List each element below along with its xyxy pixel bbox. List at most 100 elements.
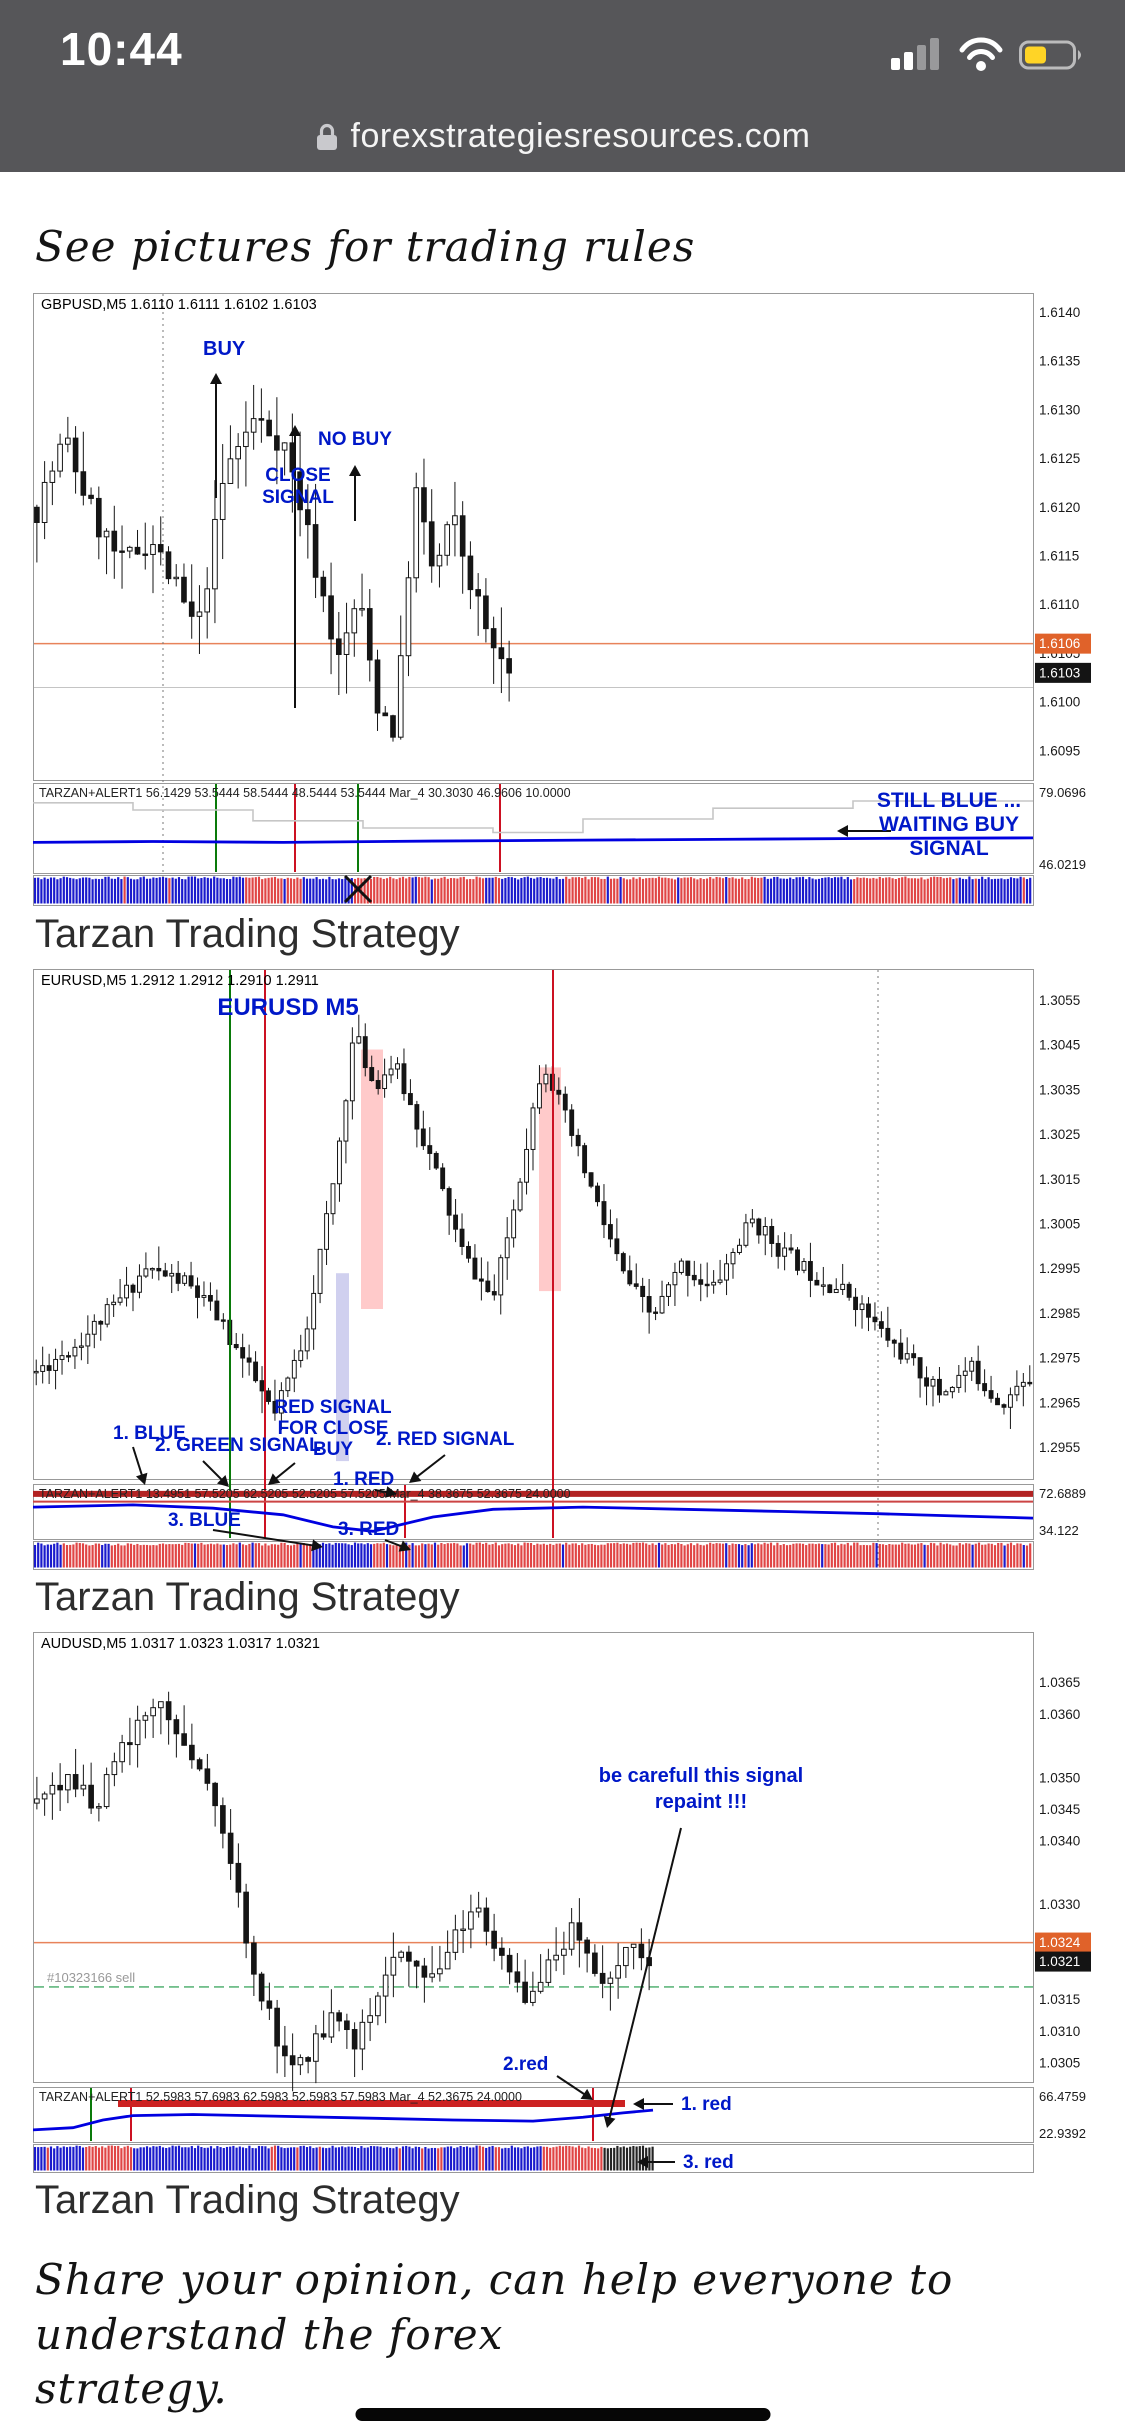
chart-annotation: 3. BLUE	[168, 1510, 241, 1531]
chart-annotation: NO BUY	[318, 429, 392, 450]
svg-text:72.6889: 72.6889	[1039, 1486, 1086, 1501]
svg-text:1.2975: 1.2975	[1039, 1351, 1080, 1366]
price-axis: 1.3055 1.3045 1.3035 1.3025 1.3015 1.3005 1.29…	[1039, 993, 1080, 1455]
histogram-bars	[33, 2145, 654, 2171]
svg-text:1.0321: 1.0321	[1039, 1954, 1080, 1969]
chart-annotation: SIGNAL	[262, 487, 334, 508]
audusd-m5-chart-image: 1.0365 1.0360 1.0350 1.0345 1.0340 1.0330 1.03…	[33, 1632, 1093, 2174]
indicator-label: TARZAN+ALERT1 52.5983 57.6983 62.5983 52…	[39, 2090, 522, 2104]
annotation-arrow	[385, 1486, 397, 1498]
candles	[33, 1014, 1033, 1431]
svg-text:22.9392: 22.9392	[1039, 2126, 1086, 2141]
indicator-pane: TARZAN+ALERT1 13.4951 57.5205 62.5205 52…	[33, 1486, 1086, 1538]
annotation-arrow	[349, 465, 361, 476]
chart-annotation: EURUSD M5	[217, 994, 358, 1021]
chart-figure-gbpusd: 1.6140 1.6135 1.6130 1.6125 1.6120 1.6115 1.61…	[33, 293, 1093, 908]
gbpusd-m5-chart-image: 1.6140 1.6135 1.6130 1.6125 1.6120 1.6115 1.61…	[33, 293, 1093, 908]
url-text: forexstrategiesresources.com	[350, 117, 811, 155]
svg-text:66.4759: 66.4759	[1039, 2089, 1086, 2104]
chart-annotation: 2.red	[503, 2054, 548, 2075]
chart-annotation: 1. RED	[333, 1469, 394, 1490]
chart-caption-2: Tarzan Trading Strategy	[35, 1575, 460, 1619]
chart-title: AUDUSD,M5 1.0317 1.0323 1.0317 1.0321	[41, 1636, 320, 1652]
chart-annotation: FOR CLOSE	[278, 1418, 389, 1439]
chart-title: GBPUSD,M5 1.6110 1.6111 1.6102 1.6103	[41, 297, 317, 313]
annotation-arrow	[633, 2098, 644, 2110]
histogram-bars	[33, 876, 1032, 904]
svg-text:1.2995: 1.2995	[1039, 1261, 1080, 1276]
address-bar[interactable]: forexstrategiesresources.com	[0, 117, 1125, 156]
chart-annotation: BUY	[313, 1439, 353, 1460]
svg-text:1.3005: 1.3005	[1039, 1217, 1080, 1232]
outro-line-1: Share your opinion, can help everyone to…	[35, 2255, 954, 2359]
indicator-pane: TARZAN+ALERT1 56.1429 53.5444 58.5444 48…	[33, 785, 1086, 872]
annotation-arrow	[603, 2115, 616, 2128]
histogram-bars	[33, 1542, 1032, 1568]
chart-annotation: 3. red	[683, 2152, 734, 2173]
chart-annotation: be carefull this signal	[599, 1765, 804, 1787]
svg-text:1.6125: 1.6125	[1039, 451, 1080, 466]
svg-text:1.6095: 1.6095	[1039, 743, 1080, 758]
svg-text:1.0305: 1.0305	[1039, 2055, 1080, 2070]
wifi-icon	[959, 37, 1003, 71]
chart-annotation: WAITING BUY	[879, 813, 1019, 836]
chart-figure-eurusd: 1.3055 1.3045 1.3035 1.3025 1.3015 1.3005 1.29…	[33, 969, 1093, 1571]
chart-annotation: BUY	[203, 338, 246, 360]
annotation-arrow	[268, 1473, 281, 1485]
home-indicator[interactable]	[355, 2408, 770, 2421]
clock: 10:44	[60, 23, 183, 75]
svg-text:1.3035: 1.3035	[1039, 1082, 1080, 1097]
indicator-label: TARZAN+ALERT1 56.1429 53.5444 58.5444 48…	[39, 786, 571, 800]
chart-annotation: CLOSE	[265, 465, 330, 486]
chart-annotation: RED SIGNAL	[274, 1397, 392, 1418]
page-content: See pictures for trading rules 1.6140 1.6…	[0, 222, 1125, 2417]
outro-line-2: strategy.	[35, 2364, 228, 2414]
svg-text:1.3015: 1.3015	[1039, 1172, 1080, 1187]
status-bar: 10:44 forexstrategiesresources.com	[0, 0, 1125, 172]
annotation-arrow	[216, 1474, 229, 1487]
annotation-arrow	[398, 1540, 411, 1552]
annotation-arrow	[135, 1472, 148, 1485]
svg-text:34.122: 34.122	[1039, 1523, 1079, 1538]
svg-text:1.3045: 1.3045	[1039, 1038, 1080, 1053]
svg-text:1.3055: 1.3055	[1039, 993, 1080, 1008]
chart-annotation: 2. RED SIGNAL	[376, 1429, 515, 1450]
svg-text:1.0310: 1.0310	[1039, 2024, 1080, 2039]
status-icons	[891, 36, 1085, 72]
annotation-arrow	[837, 825, 848, 837]
svg-text:1.2965: 1.2965	[1039, 1395, 1080, 1410]
price-axis: 1.0365 1.0360 1.0350 1.0345 1.0340 1.0330 1.03…	[1035, 1675, 1091, 2070]
svg-text:1.0324: 1.0324	[1039, 1935, 1081, 1950]
price-axis: 1.6140 1.6135 1.6130 1.6125 1.6120 1.6115 1.61…	[1035, 305, 1091, 758]
svg-text:1.6103: 1.6103	[1039, 665, 1080, 680]
annotation-arrow	[311, 1539, 323, 1552]
chart-annotation: STILL BLUE ...	[877, 789, 1021, 812]
svg-text:79.0696: 79.0696	[1039, 785, 1086, 800]
annotation-arrow	[580, 2088, 593, 2100]
svg-text:1.2985: 1.2985	[1039, 1306, 1080, 1321]
svg-text:1.6100: 1.6100	[1039, 695, 1080, 710]
chart-annotation: #10323166 sell	[47, 1970, 135, 1985]
chart-annotation: 1. red	[681, 2094, 732, 2115]
eurusd-m5-chart-image: 1.3055 1.3045 1.3035 1.3025 1.3015 1.3005 1.29…	[33, 969, 1093, 1571]
svg-text:1.0315: 1.0315	[1039, 1992, 1080, 2007]
chart-figure-audusd: 1.0365 1.0360 1.0350 1.0345 1.0340 1.0330 1.03…	[33, 1632, 1093, 2174]
chart-caption-1: Tarzan Trading Strategy	[35, 912, 460, 956]
cellular-signal-icon	[891, 38, 939, 70]
lock-icon	[316, 123, 337, 150]
svg-text:1.0350: 1.0350	[1039, 1770, 1080, 1785]
annotation-arrow	[409, 1471, 422, 1483]
svg-text:1.6115: 1.6115	[1039, 548, 1079, 563]
svg-text:1.6110: 1.6110	[1039, 597, 1079, 612]
candles	[34, 384, 512, 742]
indicator-label: TARZAN+ALERT1 13.4951 57.5205 62.5205 52…	[39, 1487, 571, 1501]
chart-annotation: SIGNAL	[909, 837, 989, 860]
chart-caption-3: Tarzan Trading Strategy	[35, 2178, 460, 2222]
svg-text:1.6130: 1.6130	[1039, 402, 1080, 417]
svg-text:1.6120: 1.6120	[1039, 500, 1080, 515]
candles	[34, 1691, 652, 2092]
svg-text:1.2955: 1.2955	[1039, 1440, 1080, 1455]
svg-text:46.0219: 46.0219	[1039, 857, 1086, 872]
chart-annotation: 2. GREEN SIGNAL	[155, 1435, 321, 1456]
annotation-arrow	[210, 373, 222, 384]
